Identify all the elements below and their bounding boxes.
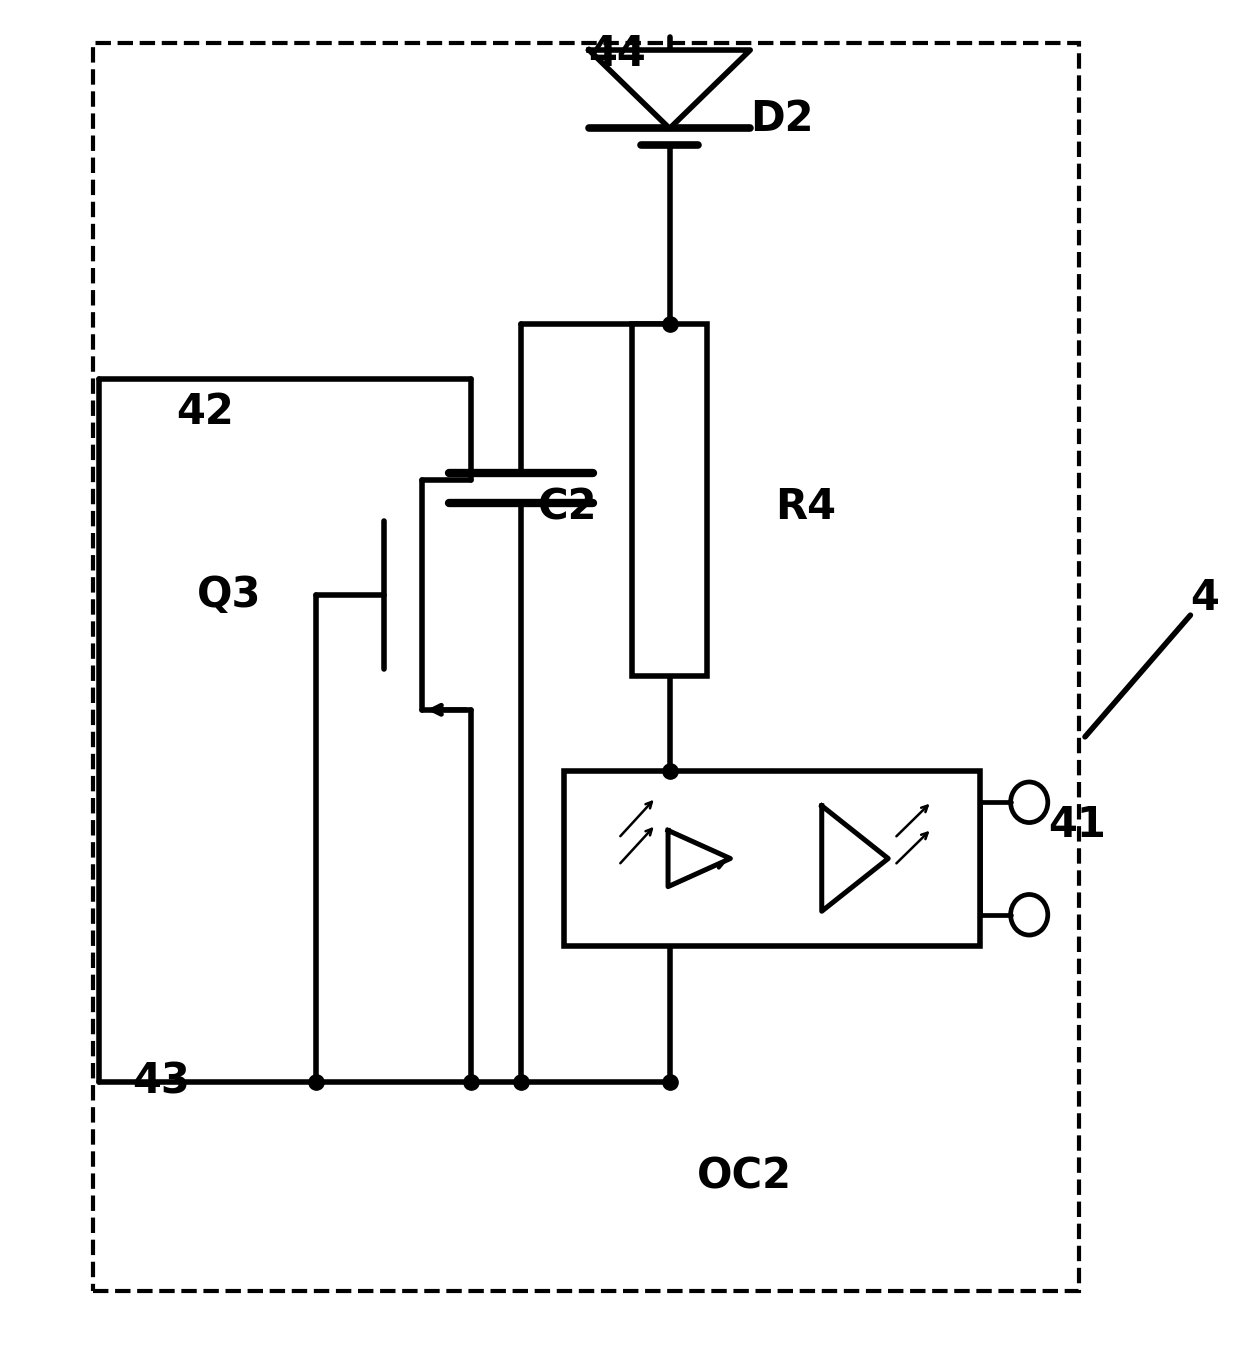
Polygon shape: [668, 830, 730, 887]
Text: C2: C2: [538, 485, 598, 529]
Text: D2: D2: [750, 97, 813, 141]
Text: 43: 43: [133, 1060, 190, 1103]
Bar: [93, 43, 1079, 1291]
Text: 44: 44: [589, 32, 646, 76]
Text: Q3: Q3: [197, 573, 262, 617]
Polygon shape: [589, 50, 750, 128]
Text: 41: 41: [1048, 803, 1106, 846]
Polygon shape: [822, 806, 888, 911]
Bar: [564, 771, 980, 946]
Text: 4: 4: [1190, 576, 1219, 619]
Text: OC2: OC2: [697, 1155, 791, 1198]
Bar: [632, 324, 707, 676]
Text: 42: 42: [176, 391, 233, 434]
Text: R4: R4: [775, 485, 836, 529]
